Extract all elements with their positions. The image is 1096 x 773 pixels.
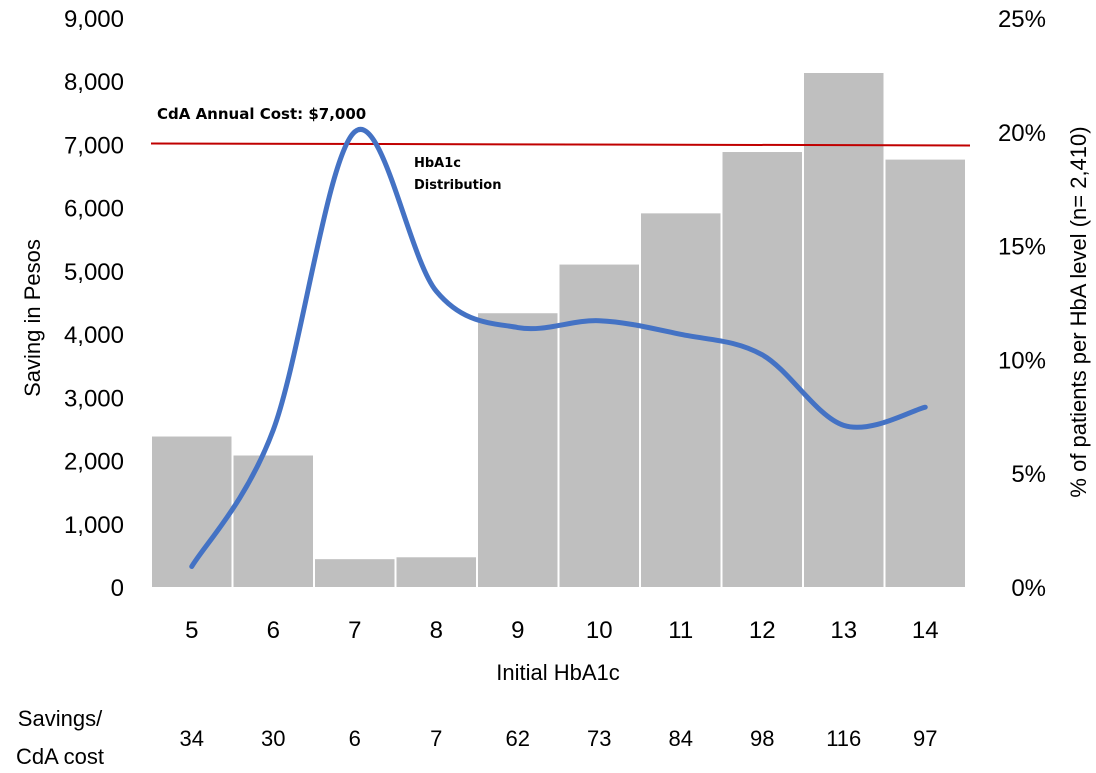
x-tick-label: 14 xyxy=(912,617,939,644)
ratio-value: 98 xyxy=(750,726,774,751)
x-tick-label: 8 xyxy=(430,617,443,644)
x-tick-label: 13 xyxy=(830,617,857,644)
bar-7 xyxy=(315,559,395,587)
y-tick-label: 1,000 xyxy=(64,512,124,539)
y-tick-label: 0 xyxy=(111,575,124,602)
y2-tick-label: 0% xyxy=(1011,575,1046,602)
x-tick-label: 12 xyxy=(749,617,776,644)
reference-line-label: CdA Annual Cost: $7,000 xyxy=(157,105,366,123)
ratio-value: 62 xyxy=(506,726,530,751)
ratio-value: 30 xyxy=(261,726,285,751)
bar-12 xyxy=(722,152,802,587)
y-axis-ticks: 0 1,000 2,000 3,000 4,000 5,000 6,000 7,000 8,00… xyxy=(64,6,124,602)
x-axis-title: Initial HbA1c xyxy=(496,660,620,685)
x-tick-label: 9 xyxy=(511,617,524,644)
bar-series xyxy=(152,73,965,587)
y2-tick-label: 25% xyxy=(998,6,1046,33)
hba1c-distribution-line xyxy=(189,126,928,570)
distribution-annotation-line2: Distribution xyxy=(414,178,501,193)
y-tick-label: 6,000 xyxy=(64,196,124,223)
bar-8 xyxy=(396,557,476,587)
x-tick-label: 7 xyxy=(348,617,361,644)
y2-tick-label: 15% xyxy=(998,234,1046,261)
y-axis-title: Saving in Pesos xyxy=(20,239,45,397)
y-tick-label: 8,000 xyxy=(64,69,124,96)
bar-9 xyxy=(478,313,558,587)
y2-tick-label: 20% xyxy=(998,120,1046,147)
bar-14 xyxy=(885,159,965,587)
ratio-row: 34 30 6 7 62 73 84 98 116 97 xyxy=(180,726,938,751)
bar-13 xyxy=(804,73,884,587)
ratio-value: 84 xyxy=(669,726,693,751)
y2-axis-ticks: 0% 5% 10% 15% 20% 25% xyxy=(998,6,1046,602)
y2-tick-label: 10% xyxy=(998,347,1046,374)
x-axis-ticks: 5 6 7 8 9 10 11 12 13 14 xyxy=(185,617,939,644)
distribution-annotation-line1: HbA1c xyxy=(414,156,461,171)
ratio-value: 6 xyxy=(349,726,361,751)
x-tick-label: 5 xyxy=(185,617,198,644)
ratio-value: 73 xyxy=(587,726,611,751)
y-tick-label: 3,000 xyxy=(64,385,124,412)
y-tick-label: 9,000 xyxy=(64,6,124,33)
bar-10 xyxy=(559,264,639,587)
y2-tick-label: 5% xyxy=(1011,461,1046,488)
y-tick-label: 4,000 xyxy=(64,322,124,349)
bar-11 xyxy=(641,213,721,587)
cda-cost-reference-line xyxy=(150,142,971,147)
y-tick-label: 2,000 xyxy=(64,449,124,476)
y-tick-label: 7,000 xyxy=(64,132,124,159)
ratio-row-label-line2: CdA cost xyxy=(16,744,104,769)
ratio-value: 116 xyxy=(826,726,861,751)
y-tick-label: 5,000 xyxy=(64,259,124,286)
y2-axis-title: % of patients per HbA level (n= 2,410) xyxy=(1066,126,1091,497)
x-tick-label: 10 xyxy=(586,617,613,644)
x-tick-label: 11 xyxy=(668,617,693,644)
bar-6 xyxy=(233,455,313,587)
x-tick-label: 6 xyxy=(267,617,280,644)
ratio-value: 97 xyxy=(913,726,937,751)
ratio-row-label-line1: Savings/ xyxy=(18,706,103,731)
ratio-value: 34 xyxy=(180,726,204,751)
ratio-value: 7 xyxy=(430,726,442,751)
